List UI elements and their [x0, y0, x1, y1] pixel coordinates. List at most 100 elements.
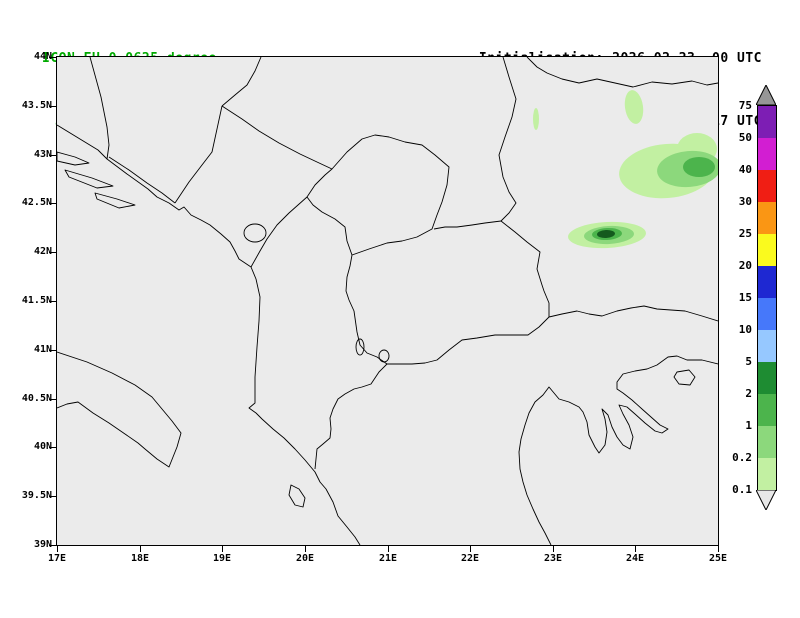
- island-outline: [57, 151, 90, 166]
- colorbar-tick-label: 5: [745, 355, 752, 368]
- lat-tick: [49, 301, 56, 302]
- precipitation-patch: [597, 229, 615, 239]
- lake-scutari: [243, 223, 267, 243]
- lat-tick: [49, 106, 56, 107]
- colorbar-tick-label: 1: [745, 419, 752, 432]
- lat-tick: [49, 496, 56, 497]
- lat-tick-label: 44N: [33, 51, 52, 62]
- precipitation-layer: [533, 90, 718, 249]
- colorbar-tick-label: 40: [738, 163, 752, 176]
- colorbar-tick-label: 25: [738, 227, 752, 240]
- lat-tick-label: 43.5N: [21, 99, 52, 111]
- lat-tick: [49, 447, 56, 448]
- lake-ohrid: [355, 338, 365, 356]
- lat-tick-label: 40.5N: [21, 392, 52, 404]
- border-bosnia-serbia: [221, 57, 262, 107]
- precipitation-patch: [533, 108, 539, 130]
- lon-tick-label: 17E: [47, 553, 67, 564]
- lon-tick-label: 21E: [378, 553, 398, 564]
- lake-prespa: [378, 349, 390, 363]
- coastline-aegean-chalkidiki: [518, 355, 718, 545]
- lon-tick: [470, 546, 471, 552]
- border-serbia-macedonia: [433, 220, 502, 230]
- colorbar-tick-label: 75: [738, 99, 752, 112]
- lon-tick: [305, 546, 306, 552]
- colorbar-strip: [757, 105, 777, 491]
- lat-tick-label: 41.5N: [21, 295, 52, 306]
- lat-tick: [49, 350, 56, 351]
- precipitation-patch: [683, 157, 715, 177]
- lat-tick-label: 43N: [33, 148, 52, 160]
- lat-tick: [49, 545, 56, 546]
- border-macedonia-greece: [387, 316, 550, 365]
- map-svg: [57, 57, 718, 545]
- lat-tick: [49, 252, 56, 253]
- lon-tick-label: 23E: [543, 553, 563, 564]
- colorbar-segment: [758, 234, 776, 266]
- border-bosnia-montenegro: [174, 105, 223, 204]
- lat-tick: [49, 57, 56, 58]
- colorbar-segment: [758, 458, 776, 490]
- coastline-adriatic-ionian: [57, 124, 361, 545]
- lon-tick: [222, 546, 223, 552]
- colorbar-tick-label: 50: [738, 131, 752, 144]
- colorbar-tick-label: 20: [738, 259, 752, 272]
- lon-tick-label: 19E: [212, 553, 232, 564]
- colorbar-segment: [758, 362, 776, 394]
- lat-tick-label: 41N: [33, 343, 52, 355]
- colorbar-segment: [758, 298, 776, 330]
- lon-tick-label: 25E: [708, 553, 728, 564]
- lon-tick: [388, 546, 389, 552]
- lon-tick: [553, 546, 554, 552]
- lat-tick-label: 39.5N: [21, 490, 52, 502]
- colorbar-segment: [758, 330, 776, 362]
- border-macedonia-albania: [345, 254, 388, 365]
- border-albania-greece: [314, 363, 388, 470]
- precipitation-patch: [624, 90, 644, 124]
- lon-tick: [718, 546, 719, 552]
- colorbar-tick-label: 2: [745, 387, 752, 400]
- lon-tick: [635, 546, 636, 552]
- colorbar-segment: [758, 202, 776, 234]
- colorbar-tick-label: 0.2: [732, 451, 752, 464]
- colorbar-tick-label: 0.1: [732, 483, 752, 496]
- border-kosovo: [306, 134, 450, 256]
- island-thasos: [673, 369, 696, 386]
- lat-tick-label: 42.5N: [21, 197, 52, 209]
- lon-tick-label: 22E: [460, 553, 480, 564]
- lat-tick: [49, 399, 56, 400]
- borders-layer: [57, 57, 718, 545]
- border-croatia-bosnia: [89, 57, 110, 160]
- border-bulgaria-greece: [548, 305, 718, 322]
- colorbar-tick-label: 10: [738, 323, 752, 336]
- lon-tick: [140, 546, 141, 552]
- colorbar-segment: [758, 266, 776, 298]
- lon-tick-label: 24E: [625, 553, 645, 564]
- coastline-italy-heel: [57, 351, 182, 468]
- colorbar-tick-label: 15: [738, 291, 752, 304]
- island-outline: [64, 169, 114, 189]
- lat-tick: [49, 155, 56, 156]
- lat-tick-label: 40N: [33, 441, 52, 453]
- lat-tick-label: 39N: [33, 539, 52, 550]
- map-canvas: [56, 56, 719, 546]
- border-danube-bulgaria-romania: [526, 57, 718, 88]
- lon-tick-label: 18E: [130, 553, 150, 564]
- border-bosnia-coastal-strip: [108, 156, 176, 204]
- border-serbia-bulgaria: [498, 57, 517, 222]
- island-corfu: [288, 484, 306, 508]
- border-montenegro-serbia: [221, 105, 333, 170]
- border-macedonia-bulgaria: [500, 220, 550, 317]
- colorbar-over-arrow: [756, 85, 776, 105]
- colorbar-segment: [758, 106, 776, 138]
- colorbar-segment: [758, 394, 776, 426]
- lat-tick-label: 42N: [33, 246, 52, 258]
- lat-tick: [49, 203, 56, 204]
- colorbar-under-arrow: [756, 490, 776, 510]
- colorbar-segment: [758, 138, 776, 170]
- colorbar-segment: [758, 170, 776, 202]
- lon-tick-label: 20E: [295, 553, 315, 564]
- lon-tick: [57, 546, 58, 552]
- border-montenegro-albania: [250, 196, 308, 268]
